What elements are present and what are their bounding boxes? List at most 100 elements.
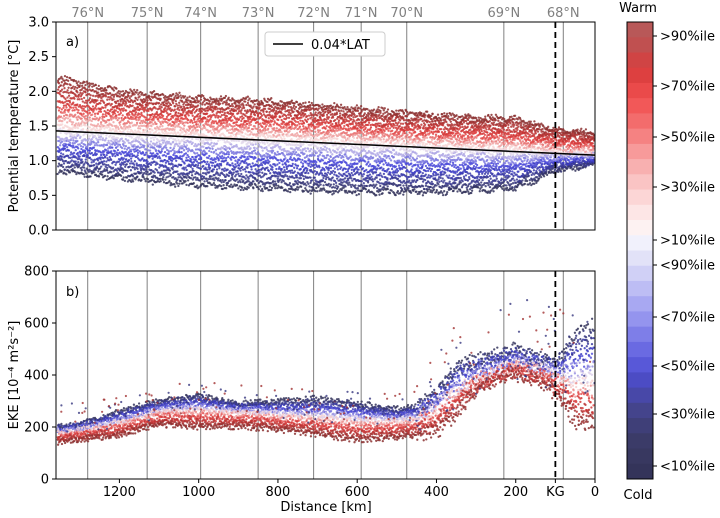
temp-point — [232, 139, 236, 142]
temp-point — [250, 115, 253, 118]
temp-point — [311, 151, 314, 154]
temp-point — [161, 125, 164, 128]
temp-point — [218, 167, 221, 170]
temp-point — [159, 145, 162, 149]
temp-point — [189, 140, 192, 143]
temp-point — [199, 167, 203, 170]
temp-point — [210, 123, 213, 126]
temp-point — [286, 190, 290, 193]
temp-point — [105, 153, 108, 157]
temp-point — [236, 160, 239, 163]
temp-point — [135, 172, 138, 175]
temp-point — [279, 104, 282, 107]
temp-point — [235, 173, 238, 176]
temp-point — [95, 127, 98, 130]
temp-point — [103, 155, 107, 158]
temp-point — [107, 124, 110, 127]
temp-point — [91, 85, 94, 88]
temp-point — [272, 134, 276, 137]
temp-point — [281, 163, 284, 166]
temp-point — [158, 157, 162, 160]
temp-point — [82, 96, 86, 100]
temp-point — [210, 175, 213, 178]
temp-point — [220, 181, 223, 184]
temp-point — [228, 147, 232, 151]
temp-point — [235, 145, 239, 148]
temp-point — [279, 128, 282, 132]
temp-point — [68, 101, 72, 104]
temp-point — [80, 147, 83, 151]
temp-point — [314, 130, 317, 133]
temp-point — [76, 86, 79, 90]
temp-point — [78, 155, 81, 158]
temp-point — [329, 120, 333, 123]
temp-point — [335, 127, 338, 130]
temp-point — [201, 171, 205, 175]
temp-point — [171, 163, 174, 166]
temp-point — [110, 158, 113, 162]
temp-point — [199, 125, 202, 128]
temp-point — [227, 174, 231, 178]
temp-point — [229, 185, 232, 188]
temp-point — [265, 110, 268, 113]
temp-point — [216, 139, 220, 143]
temp-point — [261, 149, 264, 152]
temp-point — [279, 178, 282, 181]
temp-point — [74, 160, 77, 163]
temp-point — [76, 118, 79, 121]
temp-point — [86, 154, 89, 157]
temp-point — [72, 151, 76, 155]
temp-point — [97, 84, 100, 88]
temp-point — [110, 171, 113, 174]
temp-point — [318, 166, 321, 169]
temp-point — [160, 143, 163, 146]
temp-point — [274, 115, 278, 118]
temp-point — [134, 129, 137, 132]
temp-point — [81, 145, 85, 149]
temp-point — [270, 97, 273, 100]
temp-point — [315, 151, 319, 154]
temp-point — [269, 172, 272, 175]
temp-point — [93, 112, 97, 115]
temp-point — [119, 120, 122, 123]
temp-point — [320, 118, 323, 122]
temp-point — [108, 155, 111, 159]
temp-point — [288, 129, 291, 133]
temp-point — [293, 166, 296, 169]
temp-point — [109, 134, 112, 137]
temp-point — [105, 160, 108, 163]
temp-point — [93, 115, 97, 118]
temp-point — [203, 180, 206, 183]
temp-point — [173, 108, 176, 111]
temp-point — [249, 171, 252, 174]
temp-point — [245, 174, 248, 177]
temp-point — [242, 116, 245, 120]
temp-point — [76, 132, 79, 135]
temp-point — [287, 116, 291, 119]
temp-point — [301, 165, 305, 168]
temp-point — [306, 118, 310, 121]
temp-point — [137, 124, 141, 128]
temp-point — [128, 96, 131, 100]
temp-point — [169, 103, 173, 107]
temp-point — [56, 172, 59, 176]
temp-point — [237, 118, 241, 121]
temp-point — [247, 186, 250, 189]
temp-point — [62, 171, 65, 174]
temp-point — [151, 112, 154, 116]
temp-point — [331, 189, 335, 193]
temp-point — [313, 166, 316, 169]
temp-point — [90, 151, 94, 155]
temp-point — [83, 101, 86, 104]
temp-point — [154, 148, 158, 152]
temp-point — [212, 161, 215, 165]
temp-point — [155, 111, 159, 114]
temp-point — [110, 118, 113, 121]
temp-point — [180, 158, 183, 161]
temp-point — [121, 114, 124, 117]
temp-point — [249, 123, 253, 126]
temp-point — [99, 138, 102, 141]
temp-point — [309, 192, 312, 195]
temp-point — [310, 179, 314, 182]
temp-point — [326, 150, 329, 154]
